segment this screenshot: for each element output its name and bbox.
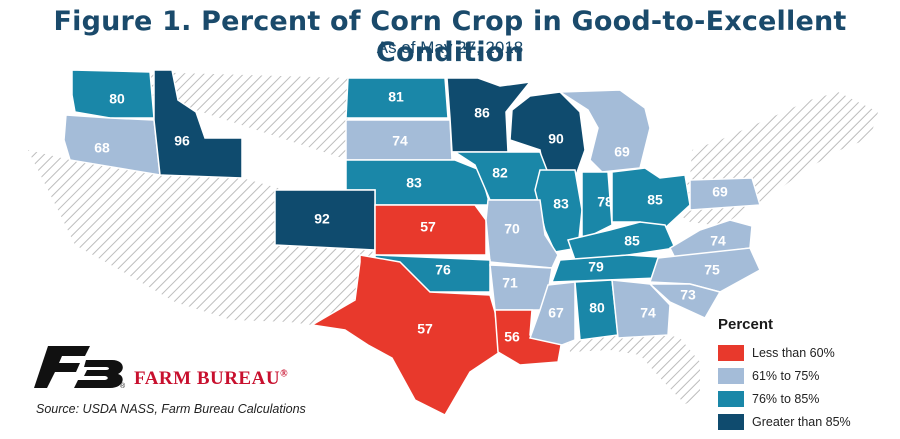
brand-name: FARM BUREAU® xyxy=(134,368,288,390)
nevada-hatched-region xyxy=(128,175,275,320)
state-wi[interactable] xyxy=(509,91,586,179)
source-note: Source: USDA NASS, Farm Bureau Calculati… xyxy=(36,402,306,416)
label-sc: 73 xyxy=(680,287,696,303)
state-sc[interactable] xyxy=(648,283,722,319)
legend-label: Less than 60% xyxy=(752,345,835,360)
logo-b-glyph xyxy=(74,360,123,388)
state-pa[interactable] xyxy=(689,177,761,211)
state-mo[interactable] xyxy=(485,199,559,269)
state-tx[interactable] xyxy=(309,254,501,416)
legend-title: Percent xyxy=(718,316,774,333)
label-nd: 81 xyxy=(388,89,404,105)
label-tx: 57 xyxy=(417,321,433,337)
state-labels: 80 68 96 81 74 86 90 69 83 82 83 78 85 6… xyxy=(94,89,728,345)
label-ms: 67 xyxy=(548,305,564,321)
state-nd[interactable] xyxy=(345,77,449,119)
legend-item-lt60: Less than 60% xyxy=(718,341,896,364)
label-il: 83 xyxy=(553,196,569,212)
label-wi: 90 xyxy=(548,131,564,147)
legend-swatch xyxy=(718,367,744,384)
states xyxy=(63,69,761,416)
state-la[interactable] xyxy=(494,309,563,366)
figure-subtitle: As of May 27, 2018 xyxy=(376,38,524,57)
state-mn[interactable] xyxy=(446,77,532,153)
brand-registered-mark: ® xyxy=(280,368,289,380)
label-ok: 76 xyxy=(435,262,451,278)
legend-swatch xyxy=(718,413,744,430)
label-id: 96 xyxy=(174,133,190,149)
label-ga: 74 xyxy=(640,305,656,321)
label-in: 78 xyxy=(597,194,613,210)
label-pa: 69 xyxy=(712,184,728,200)
label-mi: 69 xyxy=(614,144,630,160)
legend-label: Greater than 85% xyxy=(752,414,851,429)
legend-label: 61% to 75% xyxy=(752,368,820,383)
farm-bureau-logo-icon: ® xyxy=(34,346,126,388)
legend-label: 76% to 85% xyxy=(752,391,820,406)
state-in[interactable] xyxy=(581,171,613,242)
florida-hatched-region xyxy=(568,330,700,404)
label-al: 80 xyxy=(589,300,605,316)
legend: Percent Less than 60% 61% to 75% 76% to … xyxy=(718,316,896,433)
label-co: 92 xyxy=(314,211,330,227)
legend-item-61-75: 61% to 75% xyxy=(718,364,896,387)
label-or: 68 xyxy=(94,140,110,156)
state-ks[interactable] xyxy=(374,204,487,256)
legend-swatch xyxy=(718,390,744,407)
label-mo: 70 xyxy=(504,221,520,237)
state-id[interactable] xyxy=(153,69,243,179)
state-ga[interactable] xyxy=(611,279,671,339)
legend-item-gt85: Greater than 85% xyxy=(718,410,896,433)
figure-title: Figure 1. Percent of Corn Crop in Good-t… xyxy=(53,6,847,68)
logo-registered-mark: ® xyxy=(120,382,126,388)
label-ky: 85 xyxy=(624,233,640,249)
brand-text: FARM BUREAU xyxy=(134,368,281,389)
label-wa: 80 xyxy=(109,91,125,107)
label-ne: 83 xyxy=(406,175,422,191)
label-mn: 86 xyxy=(474,105,490,121)
label-la: 56 xyxy=(504,329,520,345)
label-ks: 57 xyxy=(420,219,436,235)
label-nc: 75 xyxy=(704,262,720,278)
label-ia: 82 xyxy=(492,165,508,181)
logo-f-glyph xyxy=(34,346,90,388)
label-oh: 85 xyxy=(647,192,663,208)
state-mi[interactable] xyxy=(557,89,651,173)
label-ar: 71 xyxy=(502,275,518,291)
legend-swatch xyxy=(718,344,744,361)
label-sd: 74 xyxy=(392,133,408,149)
legend-item-76-85: 76% to 85% xyxy=(718,387,896,410)
label-tn: 79 xyxy=(588,259,604,275)
label-va: 74 xyxy=(710,233,726,249)
